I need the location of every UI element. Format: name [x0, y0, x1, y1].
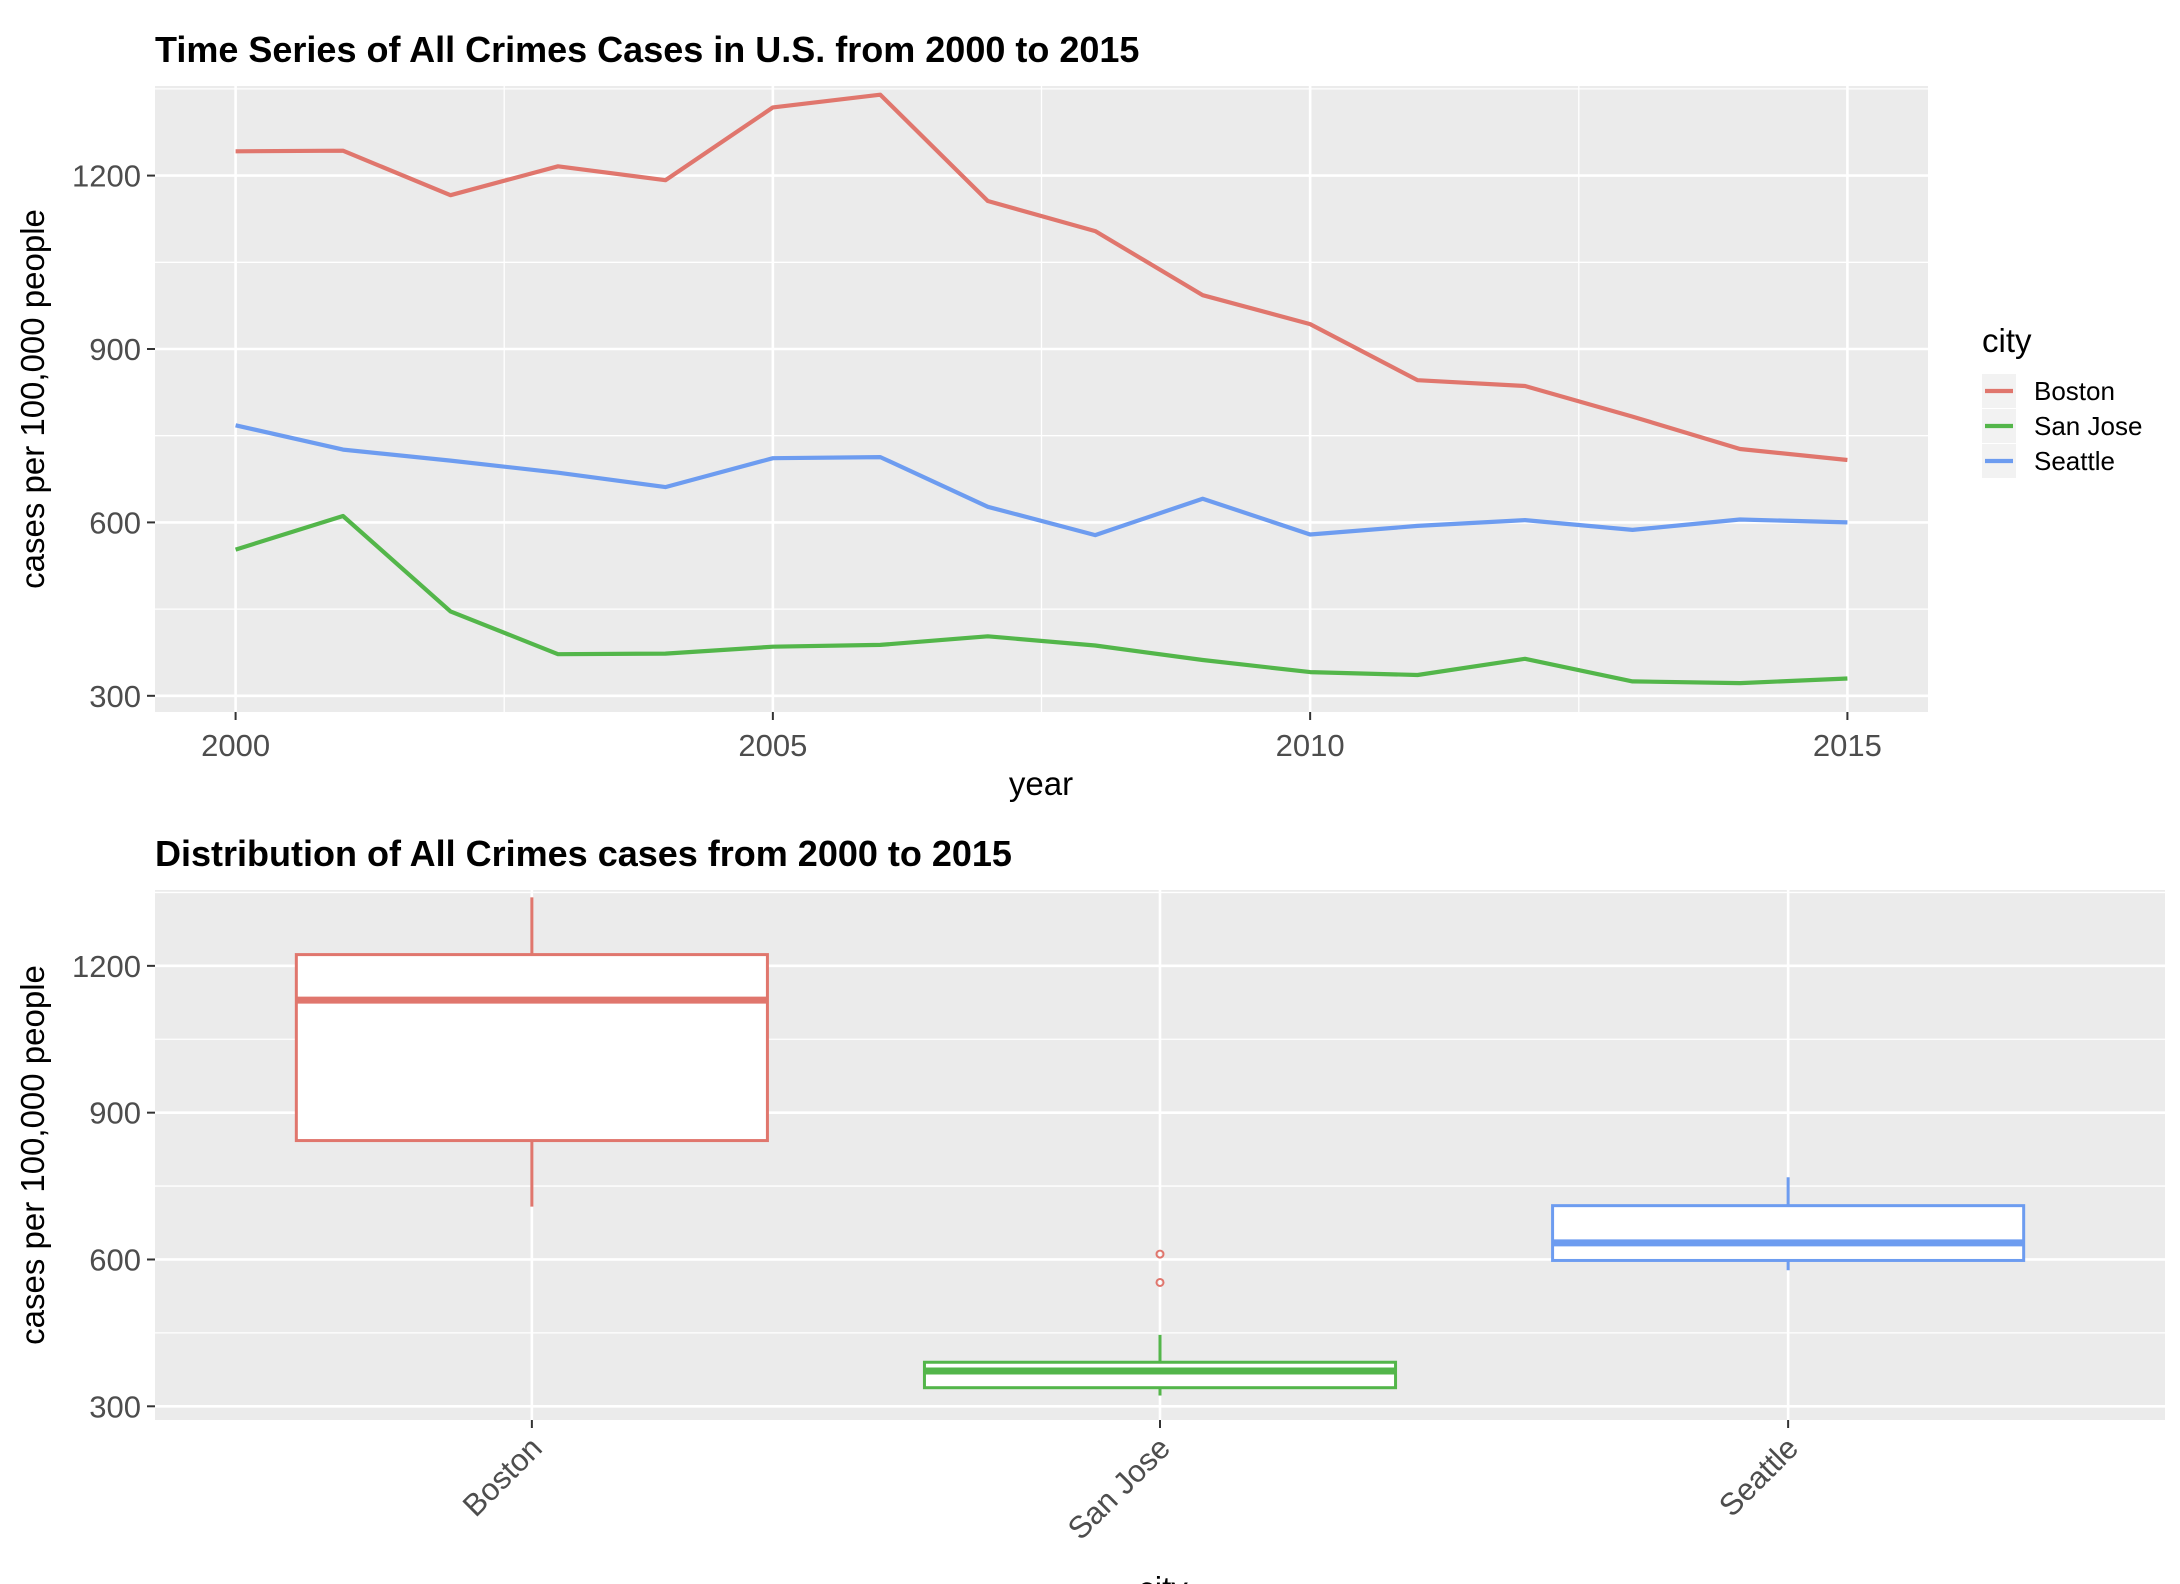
line-chart-title: Time Series of All Crimes Cases in U.S. …: [155, 29, 1139, 70]
box-chart-x-axis-title: city: [1138, 1570, 1188, 1584]
line-chart-series: [234, 92, 1848, 686]
series-line-san-jose: [234, 513, 1848, 686]
box-chart-y-axis: 300 600 900 1200: [72, 949, 155, 1424]
y-tick-label: 1200: [72, 159, 141, 194]
x-tick-label: Boston: [456, 1430, 549, 1523]
box-iqr: [294, 953, 769, 1143]
line-chart-y-axis-title: cases per 100,000 people: [14, 209, 51, 589]
box-chart-panel: Distribution of All Crimes cases from 20…: [14, 833, 2165, 1584]
x-tick-label: San Jose: [1061, 1430, 1177, 1546]
x-tick-label: Seattle: [1712, 1430, 1805, 1523]
box-chart-title: Distribution of All Crimes cases from 20…: [155, 833, 1012, 874]
line-chart-y-axis: 300 600 900 1200: [72, 159, 155, 714]
y-tick-label: 900: [89, 1096, 141, 1131]
legend-label: Boston: [2034, 376, 2115, 406]
y-tick-label: 600: [89, 1242, 141, 1277]
x-tick-label: 2010: [1276, 728, 1345, 763]
line-chart-x-axis-title: year: [1009, 765, 1073, 802]
box-san-jose: [922, 1249, 1398, 1396]
box-chart-boxes: [294, 897, 2026, 1396]
outlier-point: [1155, 1249, 1165, 1259]
box-seattle: [1551, 1177, 2026, 1271]
y-tick-label: 900: [89, 332, 141, 367]
line-chart-panel: Time Series of All Crimes Cases in U.S. …: [14, 29, 2142, 802]
legend-title: city: [1982, 322, 2032, 359]
box-chart-x-axis: Boston San Jose Seattle: [456, 1420, 1805, 1546]
box-chart-grid: [155, 890, 2165, 1420]
line-chart-x-axis: 2000 2005 2010 2015: [201, 712, 1882, 763]
legend: city Boston San Jose Seattle: [1982, 322, 2142, 478]
line-chart-grid: [155, 86, 1928, 712]
y-tick-label: 600: [89, 505, 141, 540]
legend-label: San Jose: [2034, 411, 2142, 441]
box-iqr: [1551, 1204, 2026, 1262]
series-line-boston: [235, 92, 1848, 463]
y-tick-label: 300: [89, 1389, 141, 1424]
series-line-seattle: [235, 423, 1848, 538]
x-tick-label: 2000: [201, 728, 270, 763]
legend-label: Seattle: [2034, 446, 2115, 476]
box-iqr: [922, 1360, 1398, 1390]
outlier-point: [1155, 1277, 1165, 1287]
box-boston: [294, 897, 769, 1207]
y-tick-label: 1200: [72, 949, 141, 984]
x-tick-label: 2015: [1813, 728, 1882, 763]
y-tick-label: 300: [89, 679, 141, 714]
x-tick-label: 2005: [738, 728, 807, 763]
box-chart-y-axis-title: cases per 100,000 people: [14, 965, 51, 1345]
